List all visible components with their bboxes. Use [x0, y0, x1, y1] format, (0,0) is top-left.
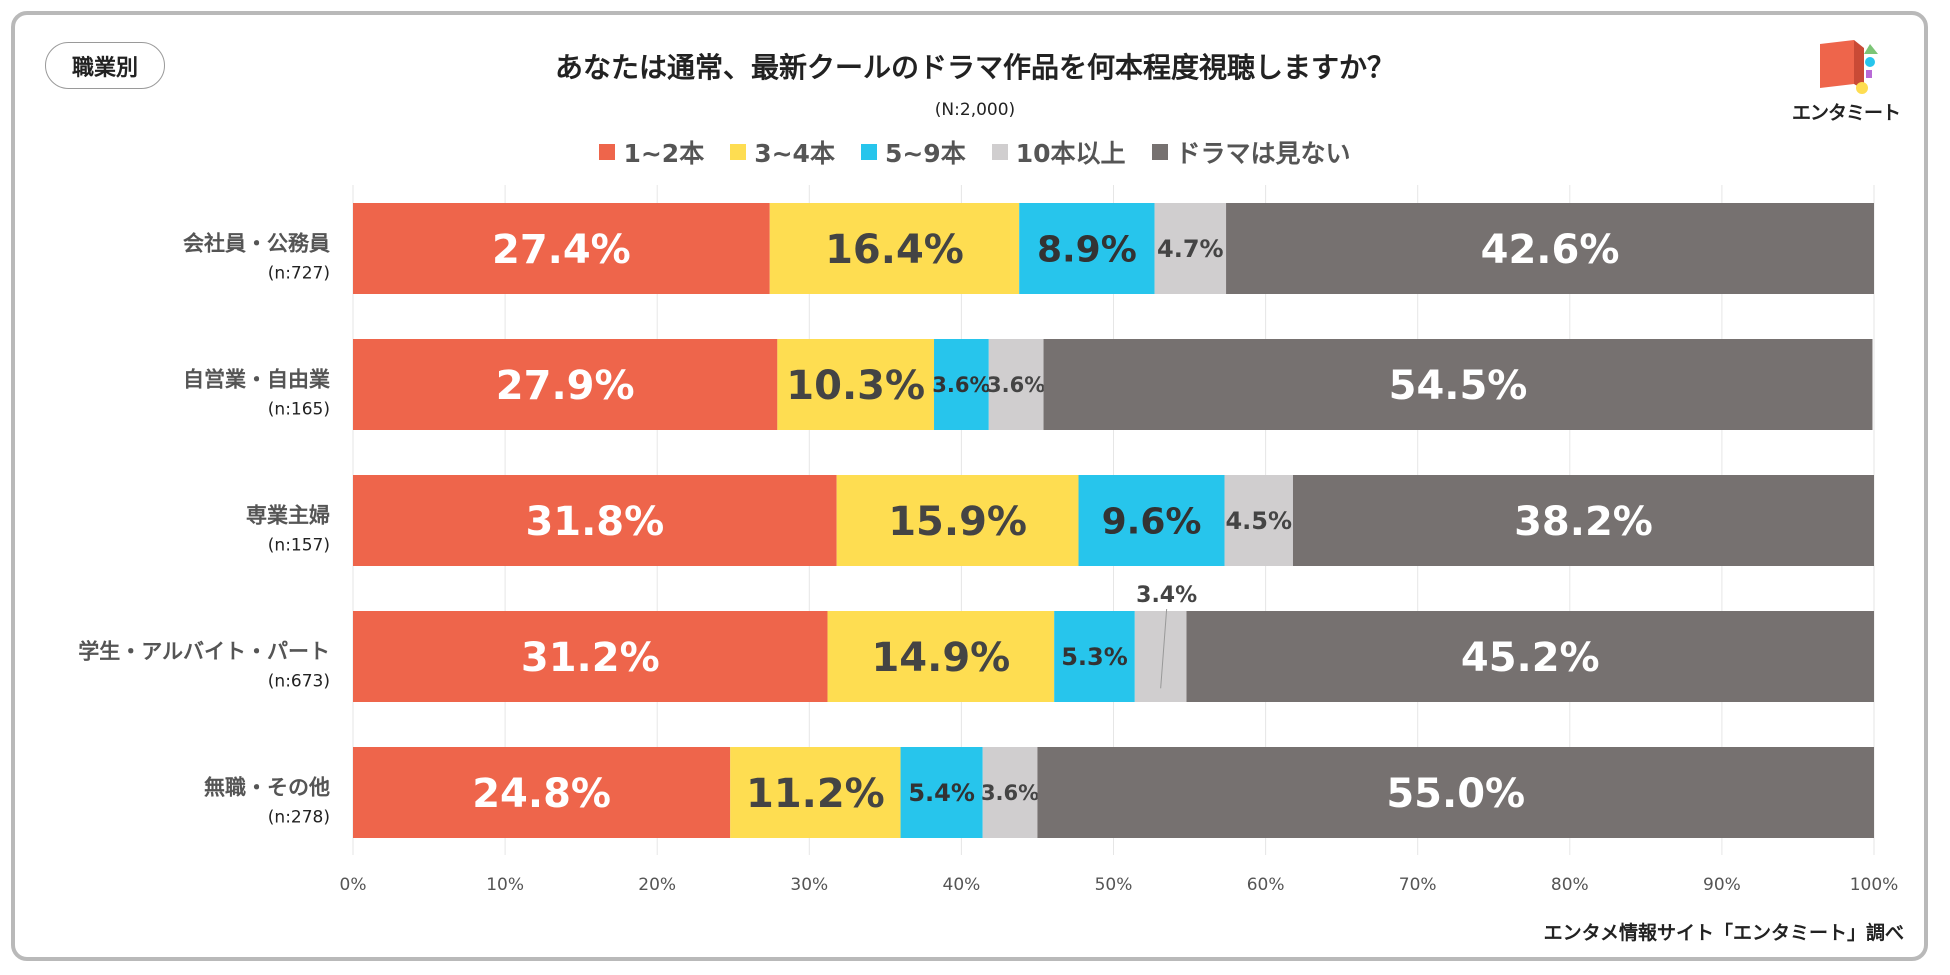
bar-segment [1054, 611, 1135, 702]
data-label: 55.0% [1386, 771, 1525, 817]
bar-segment [353, 203, 770, 294]
bar-segment [1037, 747, 1874, 838]
data-label: 5.3% [1061, 643, 1128, 671]
x-tick-label: 0% [340, 875, 367, 895]
category-label: 学生・アルバイト・パート [78, 640, 330, 664]
bar-segment [836, 475, 1079, 566]
chart-title: あなたは通常、最新クールのドラマ作品を何本程度視聴しますか？ [554, 51, 1395, 84]
category-label: 無職・その他 [204, 776, 330, 800]
data-label: 11.2% [746, 771, 885, 817]
data-label: 27.9% [496, 363, 635, 409]
legend-item: 3~4本 [730, 134, 835, 170]
bar-segment [1019, 203, 1155, 294]
bar-segment [1078, 475, 1225, 566]
x-tick-label: 50% [1095, 875, 1133, 895]
x-tick-label: 90% [1703, 875, 1741, 895]
data-label: 38.2% [1514, 499, 1653, 545]
bar-segment [988, 339, 1044, 430]
category-label: 自営業・自由業 [183, 368, 331, 392]
bar-segment [827, 611, 1055, 702]
source-note: エンタメ情報サイト「エンタミート」調べ [1543, 922, 1904, 944]
category-n-label: (n:157) [268, 536, 330, 556]
legend-label: 3~4本 [754, 139, 835, 168]
leader-line [1160, 608, 1168, 689]
legend-item: 10本以上 [991, 134, 1126, 170]
legend: 1~2本 3~4本 5~9本 10本以上 ドラマは見ない [0, 134, 1950, 170]
bar-segment [730, 747, 901, 838]
logo-text: エンタミート [1791, 102, 1901, 124]
legend-swatch [991, 144, 1008, 160]
data-label: 10.3% [786, 363, 925, 409]
x-tick-label: 20% [638, 875, 676, 895]
bar-segment [982, 747, 1038, 838]
data-label: 9.6% [1102, 501, 1202, 542]
data-label: 3.6% [987, 373, 1045, 397]
data-label: 54.5% [1389, 363, 1528, 409]
category-label: 専業主婦 [246, 504, 330, 528]
bar-segment [777, 339, 935, 430]
book-logo-icon [1820, 40, 1878, 94]
data-label: 42.6% [1481, 227, 1620, 273]
x-tick-label: 10% [486, 875, 524, 895]
bar-segment [900, 747, 983, 838]
legend-swatch [599, 144, 616, 160]
bar-segment [934, 339, 989, 430]
legend-swatch [730, 144, 747, 160]
legend-label: ドラマは見ない [1175, 139, 1351, 168]
x-tick-label: 40% [943, 875, 981, 895]
bar-segment [353, 339, 778, 430]
bar-segment [1154, 203, 1227, 294]
data-label: 3.4% [1136, 583, 1197, 608]
legend-label: 5~9本 [884, 139, 966, 168]
legend-swatch [860, 144, 877, 160]
bar-segment [1226, 203, 1874, 294]
data-label: 45.2% [1461, 635, 1600, 681]
data-label: 27.4% [492, 227, 631, 273]
bar-segment [1186, 611, 1874, 702]
x-tick-label: 30% [790, 875, 828, 895]
legend-swatch [1151, 144, 1168, 160]
bar-segment [1292, 475, 1874, 566]
data-label: 4.5% [1225, 507, 1292, 535]
data-label: 24.8% [472, 771, 611, 817]
category-badge: 職業別 [45, 42, 165, 89]
x-tick-label: 100% [1850, 875, 1899, 895]
data-label: 3.6% [932, 373, 990, 397]
bar-segment [769, 203, 1020, 294]
x-tick-label: 80% [1551, 875, 1589, 895]
bar-segment [1224, 475, 1293, 566]
data-label: 31.8% [525, 499, 664, 545]
category-n-label: (n:278) [268, 808, 330, 828]
legend-label: 10本以上 [1015, 139, 1126, 168]
data-label: 14.9% [871, 635, 1010, 681]
legend-label: 1~2本 [623, 139, 705, 168]
category-label: 会社員・公務員 [183, 232, 330, 256]
legend-item: 5~9本 [860, 134, 966, 170]
x-tick-label: 70% [1399, 875, 1437, 895]
category-n-label: (n:165) [268, 400, 330, 420]
chart-subtitle: (N:2,000) [934, 100, 1016, 120]
data-label: 31.2% [521, 635, 660, 681]
bar-segment [353, 747, 731, 838]
data-label: 16.4% [825, 227, 964, 273]
bar-segment [1043, 339, 1873, 430]
data-label: 5.4% [908, 779, 975, 807]
bar-segment [353, 611, 828, 702]
legend-item: 1~2本 [599, 134, 704, 170]
category-n-label: (n:673) [268, 672, 330, 692]
data-label: 15.9% [888, 499, 1027, 545]
x-tick-label: 60% [1247, 875, 1285, 895]
bar-segment [353, 475, 837, 566]
data-label: 3.6% [981, 781, 1039, 805]
data-label: 8.9% [1037, 229, 1137, 270]
data-label: 4.7% [1157, 235, 1224, 263]
legend-item: ドラマは見ない [1151, 134, 1351, 170]
bar-segment [1134, 611, 1187, 702]
category-n-label: (n:727) [268, 264, 330, 284]
